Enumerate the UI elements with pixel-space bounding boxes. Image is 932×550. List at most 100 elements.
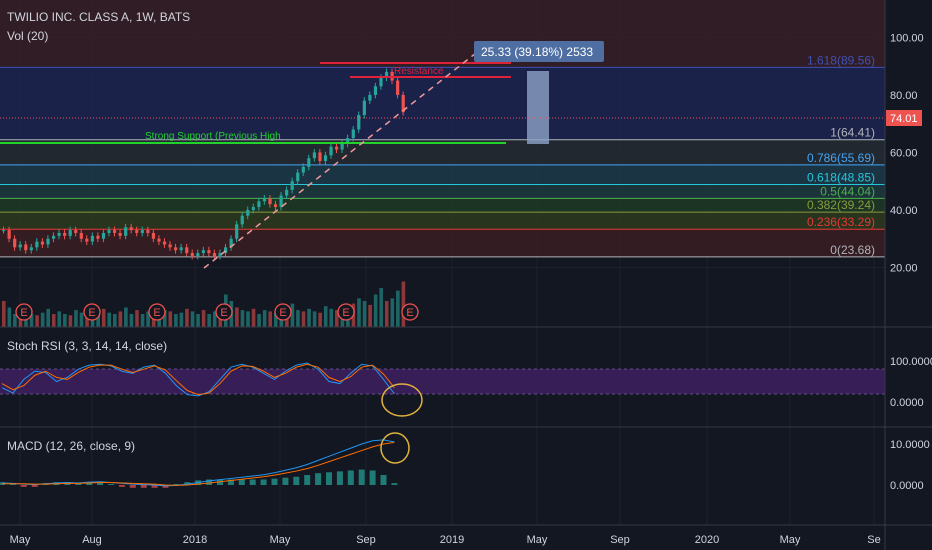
macd-hist-bar-2 [20,485,27,487]
macd-hist-bar-36 [391,483,398,485]
fib-label-4: 0.5(44.04) [820,184,875,198]
candle-body-16 [90,235,94,242]
volume-bar-10 [57,311,62,327]
fib-label-7: 0(23.68) [830,243,875,257]
volume-bar-9 [51,314,56,327]
candle-body-51 [285,189,289,196]
volume-bar-70 [390,298,395,327]
volume-bar-49 [273,312,278,327]
macd-hist-bar-17 [184,482,191,485]
candle-body-5 [29,247,33,251]
candle-body-39 [218,253,222,256]
fib-label-5: 0.382(39.24) [807,198,875,212]
support-label: Strong Support (Previous High [145,131,281,142]
macd-hist-bar-10 [108,484,114,485]
volume-bar-23 [129,314,134,327]
time-axis-label-8: 2020 [695,534,719,546]
current-price-text: 74.01 [890,113,918,125]
earnings-marker-circle-6 [401,303,419,321]
candle-body-50 [279,195,283,208]
candle-body-67 [373,86,378,95]
candle-body-52 [290,181,294,190]
candle-body-30 [168,244,172,248]
volume-bar-31 [174,314,178,327]
fib-label-3: 0.618(48.85) [807,170,875,184]
candle-body-62 [346,138,350,144]
measure-callout-text: 25.33 (39.18%) 2533 [481,45,593,59]
price-axis: 100.00 80.00 60.00 40.00 20.00 [890,32,924,274]
volume-bar-72 [401,281,406,327]
volume-bar-45 [251,308,256,327]
candle-body-14 [79,232,83,239]
candle-body-28 [157,238,161,242]
macd-hist-bar-30 [326,472,332,485]
candle-body-12 [68,230,72,236]
candle-body-17 [96,235,100,239]
candle-body-37 [207,250,211,254]
candle-body-15 [85,238,89,242]
volume-bar-20 [113,314,117,327]
candle-body-55 [307,158,311,167]
macd-hist-bar-21 [227,479,234,485]
stoch-annotation-circle [381,383,423,417]
fibonacci-labels: 1.618(89.56) 1(64.41) 0.786(55.69) 0.618(48… [807,53,875,256]
volume-bar-29 [162,310,167,327]
candle-body-18 [101,232,106,239]
volume-bar-39 [218,312,223,327]
macd-hist-bar-3 [31,485,38,487]
volume-bar-71 [396,290,400,327]
candle-body-31 [174,247,178,251]
candle-body-29 [162,241,167,245]
fibonacci-lines [0,66,885,258]
candle-body-3 [18,244,22,248]
volume-bar-2 [13,314,17,327]
macd-hist-bar-15 [162,485,169,488]
fib-zone-6 [0,229,885,257]
fib-zone-0 [0,67,885,140]
volume-bar-67 [373,294,378,327]
price-axis-tick-0: 100.00 [890,32,924,44]
volume-bar-42 [235,307,239,327]
earnings-marker-circle-2 [148,303,166,321]
volume-bar-55 [307,308,311,327]
time-axis-label-4: Sep [356,534,376,546]
volume-bar-36 [201,310,206,327]
volume-bar-59 [329,308,334,327]
volume-bar-18 [101,308,106,327]
volume-bar-68 [379,288,383,327]
price-axis-tick-1: 80.00 [890,90,918,102]
volume-bar-33 [185,308,189,327]
volume-bar-28 [157,315,161,327]
volume-bar-11 [63,314,67,327]
time-axis-label-10: Se [867,534,880,546]
candle-body-9 [51,235,56,239]
candle-body-71 [396,80,400,95]
candle-body-63 [351,129,355,139]
volume-bar-64 [357,298,361,327]
volume-bar-48 [268,311,272,327]
macd-hist-bar-13 [140,485,147,488]
volume-bar-34 [190,311,195,327]
price-axis-tick-2: 60.00 [890,147,918,159]
volume-bar-1 [7,307,12,327]
earnings-marker-circle-0 [15,303,33,321]
candle-body-43 [240,215,244,225]
volume-bar-12 [68,315,73,327]
volume-bar-66 [368,304,372,327]
candle-body-64 [357,115,361,130]
macd-title: MACD (12, 26, close, 9) [7,439,135,453]
candle-body-21 [118,232,122,236]
candle-body-48 [268,198,272,205]
volume-bar-13 [74,310,78,327]
candles [2,68,405,260]
macd-hist-bar-7 [75,483,82,485]
earnings-marker-circle-3 [215,303,233,321]
volume-bar-46 [257,314,261,327]
macd-hist-bar-34 [369,470,376,485]
volume-bar-22 [124,307,128,327]
fib-zone-5 [0,212,885,230]
volume-bar-52 [290,303,295,327]
volume-bar-24 [135,310,139,327]
stoch-series-1 [1,363,395,396]
